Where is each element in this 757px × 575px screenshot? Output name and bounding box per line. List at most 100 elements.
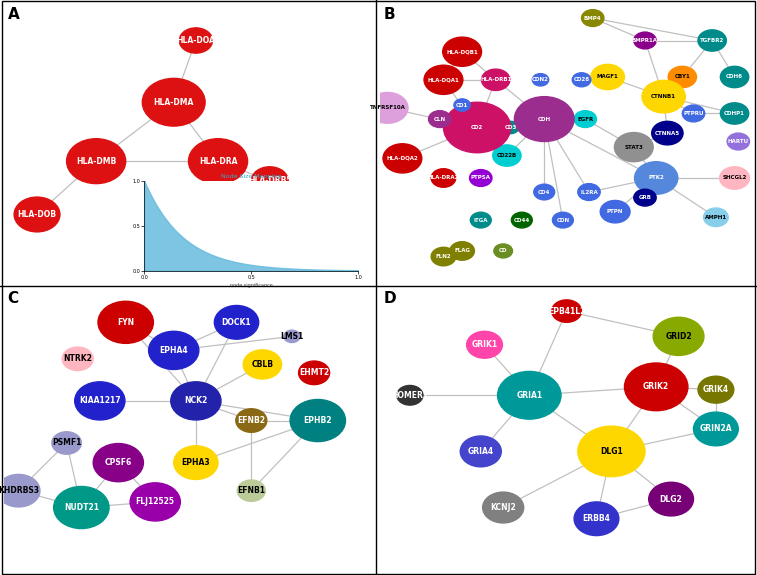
Text: GRB: GRB bbox=[638, 195, 652, 200]
Circle shape bbox=[428, 110, 451, 128]
Text: MAGF1: MAGF1 bbox=[597, 75, 618, 79]
Circle shape bbox=[367, 93, 408, 123]
Text: PTPRU: PTPRU bbox=[684, 111, 704, 116]
Circle shape bbox=[698, 30, 727, 51]
Text: HARTU: HARTU bbox=[727, 139, 749, 144]
Circle shape bbox=[298, 361, 329, 385]
Text: EPHA3: EPHA3 bbox=[182, 458, 210, 467]
Text: EPHA4: EPHA4 bbox=[160, 346, 188, 355]
Text: HLA-DQA2: HLA-DQA2 bbox=[387, 156, 419, 161]
Circle shape bbox=[0, 474, 40, 507]
Text: HLA-DRB5: HLA-DRB5 bbox=[248, 177, 291, 185]
Circle shape bbox=[431, 247, 456, 266]
Text: BMP4: BMP4 bbox=[584, 16, 602, 21]
Circle shape bbox=[600, 201, 630, 223]
Text: FLN2: FLN2 bbox=[435, 254, 451, 259]
Text: CBLB: CBLB bbox=[251, 360, 273, 369]
Text: TGFBR2: TGFBR2 bbox=[700, 38, 724, 43]
Text: HLA-DRA2: HLA-DRA2 bbox=[428, 175, 459, 181]
Circle shape bbox=[591, 64, 625, 90]
Text: HLA-DMA: HLA-DMA bbox=[154, 98, 194, 107]
Circle shape bbox=[514, 97, 574, 141]
Text: CDH: CDH bbox=[537, 117, 551, 121]
Circle shape bbox=[243, 350, 282, 379]
Circle shape bbox=[653, 317, 704, 355]
Text: EPB41L2: EPB41L2 bbox=[548, 306, 585, 316]
Circle shape bbox=[534, 184, 555, 200]
Circle shape bbox=[214, 305, 259, 339]
Text: CDN2: CDN2 bbox=[532, 77, 549, 82]
Circle shape bbox=[470, 212, 491, 228]
Text: GRIK4: GRIK4 bbox=[702, 385, 729, 394]
Text: DLG2: DLG2 bbox=[660, 494, 683, 504]
Text: GRIK2: GRIK2 bbox=[643, 382, 669, 392]
Text: EPHB2: EPHB2 bbox=[304, 416, 332, 425]
Text: HLA-DRB1: HLA-DRB1 bbox=[480, 77, 512, 82]
Text: CDH6: CDH6 bbox=[726, 75, 743, 79]
Text: AMPH1: AMPH1 bbox=[705, 215, 727, 220]
Circle shape bbox=[424, 65, 463, 94]
Text: GRIK1: GRIK1 bbox=[472, 340, 497, 349]
Circle shape bbox=[130, 483, 180, 521]
Text: CD1: CD1 bbox=[456, 102, 469, 108]
Text: HLA-DQB1: HLA-DQB1 bbox=[446, 49, 478, 54]
Circle shape bbox=[532, 74, 549, 86]
Circle shape bbox=[578, 183, 600, 201]
Circle shape bbox=[553, 212, 573, 228]
Text: PTPSA: PTPSA bbox=[471, 175, 491, 181]
Circle shape bbox=[171, 382, 221, 420]
Circle shape bbox=[237, 480, 266, 501]
Text: DOCK1: DOCK1 bbox=[222, 318, 251, 327]
Circle shape bbox=[703, 208, 728, 227]
Text: KIAA1217: KIAA1217 bbox=[79, 396, 120, 405]
Text: CD28: CD28 bbox=[574, 77, 590, 82]
Circle shape bbox=[483, 492, 524, 523]
Text: HLA-DRA: HLA-DRA bbox=[199, 156, 237, 166]
Text: BMPR1A: BMPR1A bbox=[632, 38, 658, 43]
Text: KCNJ2: KCNJ2 bbox=[491, 503, 516, 512]
Text: GRIN2A: GRIN2A bbox=[699, 424, 732, 434]
Text: GRID2: GRID2 bbox=[665, 332, 692, 341]
Text: CTNNA5: CTNNA5 bbox=[655, 131, 680, 136]
Text: GRIA4: GRIA4 bbox=[468, 447, 494, 456]
Circle shape bbox=[574, 502, 619, 535]
Circle shape bbox=[682, 105, 705, 122]
Text: A: A bbox=[8, 7, 19, 22]
Circle shape bbox=[235, 409, 266, 432]
Text: NUDT21: NUDT21 bbox=[64, 503, 99, 512]
Text: CLN: CLN bbox=[434, 117, 446, 121]
Text: PTPN: PTPN bbox=[607, 209, 623, 214]
Circle shape bbox=[574, 110, 597, 128]
Text: CD: CD bbox=[499, 248, 507, 254]
Circle shape bbox=[698, 376, 734, 403]
Circle shape bbox=[179, 28, 213, 53]
Circle shape bbox=[466, 331, 503, 358]
Circle shape bbox=[148, 331, 199, 370]
Circle shape bbox=[727, 133, 749, 150]
Circle shape bbox=[431, 168, 456, 187]
Text: B: B bbox=[384, 7, 395, 22]
Text: HLA-DOA: HLA-DOA bbox=[176, 36, 215, 45]
Circle shape bbox=[460, 436, 501, 467]
Text: CD4: CD4 bbox=[538, 190, 550, 194]
Text: CD3: CD3 bbox=[504, 125, 517, 130]
Text: FLAG: FLAG bbox=[454, 248, 470, 254]
Circle shape bbox=[98, 301, 154, 343]
Text: TNFRSF10A: TNFRSF10A bbox=[369, 105, 406, 110]
Circle shape bbox=[721, 103, 749, 124]
Text: PTK2: PTK2 bbox=[648, 175, 664, 181]
Text: CPSF6: CPSF6 bbox=[104, 458, 132, 467]
Text: ERBB4: ERBB4 bbox=[583, 514, 610, 523]
Text: FLJ12525: FLJ12525 bbox=[136, 497, 175, 507]
Circle shape bbox=[469, 170, 492, 186]
Text: KHDRBS3: KHDRBS3 bbox=[0, 486, 39, 495]
Circle shape bbox=[284, 330, 300, 343]
Text: CD44: CD44 bbox=[514, 217, 530, 223]
Text: SHCGL2: SHCGL2 bbox=[722, 175, 746, 181]
Circle shape bbox=[454, 99, 470, 111]
Text: IL2RA: IL2RA bbox=[580, 190, 598, 194]
Circle shape bbox=[615, 133, 653, 162]
Text: EFNB1: EFNB1 bbox=[237, 486, 265, 495]
Text: STAT3: STAT3 bbox=[625, 145, 643, 150]
Circle shape bbox=[503, 121, 519, 133]
